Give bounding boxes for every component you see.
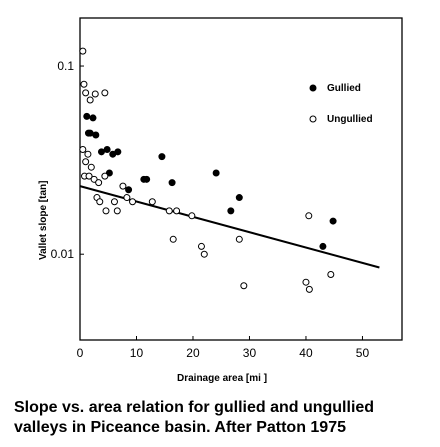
x-tick-label: 30 xyxy=(243,346,257,360)
caption-line-1: Slope vs. area relation for gullied and … xyxy=(14,399,375,416)
ungullied-point xyxy=(95,179,103,187)
x-axis-title: Drainage area [mi ] xyxy=(177,373,267,384)
data-points xyxy=(79,47,337,293)
ungullied-point xyxy=(173,207,181,215)
gullied-point xyxy=(92,131,100,139)
x-axis-ticks: 0 10 20 30 40 50 xyxy=(77,336,370,360)
ungullied-point xyxy=(169,235,177,243)
gullied-point xyxy=(143,175,151,183)
gullied-point xyxy=(89,114,97,122)
ungullied-point xyxy=(235,235,243,243)
ungullied-point xyxy=(101,172,109,180)
y-tick-label: 0.1 xyxy=(57,59,74,73)
ungullied-point xyxy=(305,212,313,220)
y-axis-title: Vallet slope [tan] xyxy=(38,181,49,260)
ungullied-point xyxy=(113,207,121,215)
x-tick-label: 40 xyxy=(299,346,313,360)
ungullied-point xyxy=(200,250,208,258)
slope-vs-area-chart: 0 10 20 30 40 50 0.1 0.01 Gullied Ungullied Dr… xyxy=(38,17,403,384)
ungullied-point xyxy=(110,198,118,206)
legend-label-ungullied: Ungullied xyxy=(327,114,373,125)
figure-caption: Slope vs. area relation for gullied and … xyxy=(14,398,434,438)
x-tick-label: 50 xyxy=(356,346,370,360)
gullied-point xyxy=(227,207,235,215)
legend-label-gullied: Gullied xyxy=(327,83,361,94)
legend-marker-ungullied xyxy=(309,115,317,123)
ungullied-point xyxy=(87,163,95,171)
gullied-point xyxy=(212,169,220,177)
gullied-point xyxy=(97,148,105,156)
caption-line-2: valleys in Piceance basin. After Patton … xyxy=(14,419,346,436)
ungullied-point xyxy=(82,158,90,166)
ungullied-point xyxy=(197,242,205,250)
ungullied-point xyxy=(102,207,110,215)
ungullied-point xyxy=(148,198,156,206)
ungullied-point xyxy=(123,194,131,202)
ungullied-point xyxy=(91,90,99,98)
ungullied-point xyxy=(240,282,248,290)
x-tick-label: 0 xyxy=(77,346,84,360)
ungullied-point xyxy=(129,198,137,206)
ungullied-point xyxy=(86,96,94,104)
gullied-point xyxy=(158,153,166,161)
gullied-point xyxy=(235,194,243,202)
ungullied-point xyxy=(188,212,196,220)
ungullied-point xyxy=(327,271,335,279)
ungullied-point xyxy=(302,278,310,286)
gullied-point xyxy=(125,186,133,194)
gullied-point xyxy=(329,217,337,225)
ungullied-point xyxy=(305,285,313,293)
ungullied-point xyxy=(96,198,104,206)
ungullied-point xyxy=(80,80,88,88)
gullied-point xyxy=(86,129,94,137)
ungullied-point xyxy=(85,172,93,180)
ungullied-point xyxy=(90,175,98,183)
x-tick-label: 10 xyxy=(130,346,144,360)
y-tick-label: 0.01 xyxy=(51,247,75,261)
ungullied-point xyxy=(84,150,92,158)
y-axis-ticks: 0.1 0.01 xyxy=(51,59,84,261)
x-tick-label: 20 xyxy=(186,346,200,360)
gullied-point xyxy=(319,242,327,250)
ungullied-point xyxy=(101,89,109,97)
ungullied-point xyxy=(165,207,173,215)
ungullied-point xyxy=(79,146,87,154)
gullied-point xyxy=(114,148,122,156)
ungullied-point xyxy=(119,182,127,190)
legend-marker-gullied xyxy=(309,84,317,92)
plot-frame xyxy=(79,17,403,341)
gullied-point xyxy=(83,112,91,120)
gullied-point xyxy=(168,179,176,187)
ungullied-point xyxy=(82,89,90,97)
gullied-point xyxy=(103,146,111,154)
ungullied-point xyxy=(79,47,87,55)
